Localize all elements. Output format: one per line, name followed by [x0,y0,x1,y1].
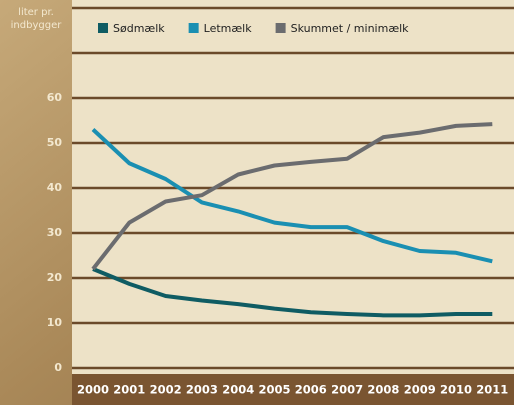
y-tick-label: 60 [47,91,63,104]
x-tick-label: 2003 [186,383,218,397]
x-tick-label: 2009 [404,383,436,397]
legend-swatch [98,23,108,33]
legend-label: Sødmælk [113,22,165,35]
x-tick-label: 2001 [113,383,145,397]
x-tick-label: 2002 [150,383,182,397]
x-tick-label: 2010 [440,383,472,397]
legend-swatch [276,23,286,33]
y-tick-label: 50 [47,136,63,149]
legend-swatch [189,23,199,33]
x-tick-label: 2000 [77,383,109,397]
legend-label: Letmælk [204,22,253,35]
y-tick-label: 10 [47,316,63,329]
x-tick-label: 2004 [222,383,254,397]
legend-label: Skummet / minimælk [291,22,410,35]
x-tick-label: 2006 [295,383,327,397]
x-tick-label: 2007 [331,383,363,397]
chart: liter pr.indbygger 010203040506020002001… [0,0,514,405]
y-tick-label: 20 [47,271,63,284]
y-tick-label: 40 [47,181,63,194]
x-tick-label: 2005 [258,383,290,397]
x-tick-label: 2008 [367,383,399,397]
y-tick-label: 0 [54,361,62,374]
y-tick-label: 30 [47,226,63,239]
x-tick-label: 2011 [476,383,508,397]
